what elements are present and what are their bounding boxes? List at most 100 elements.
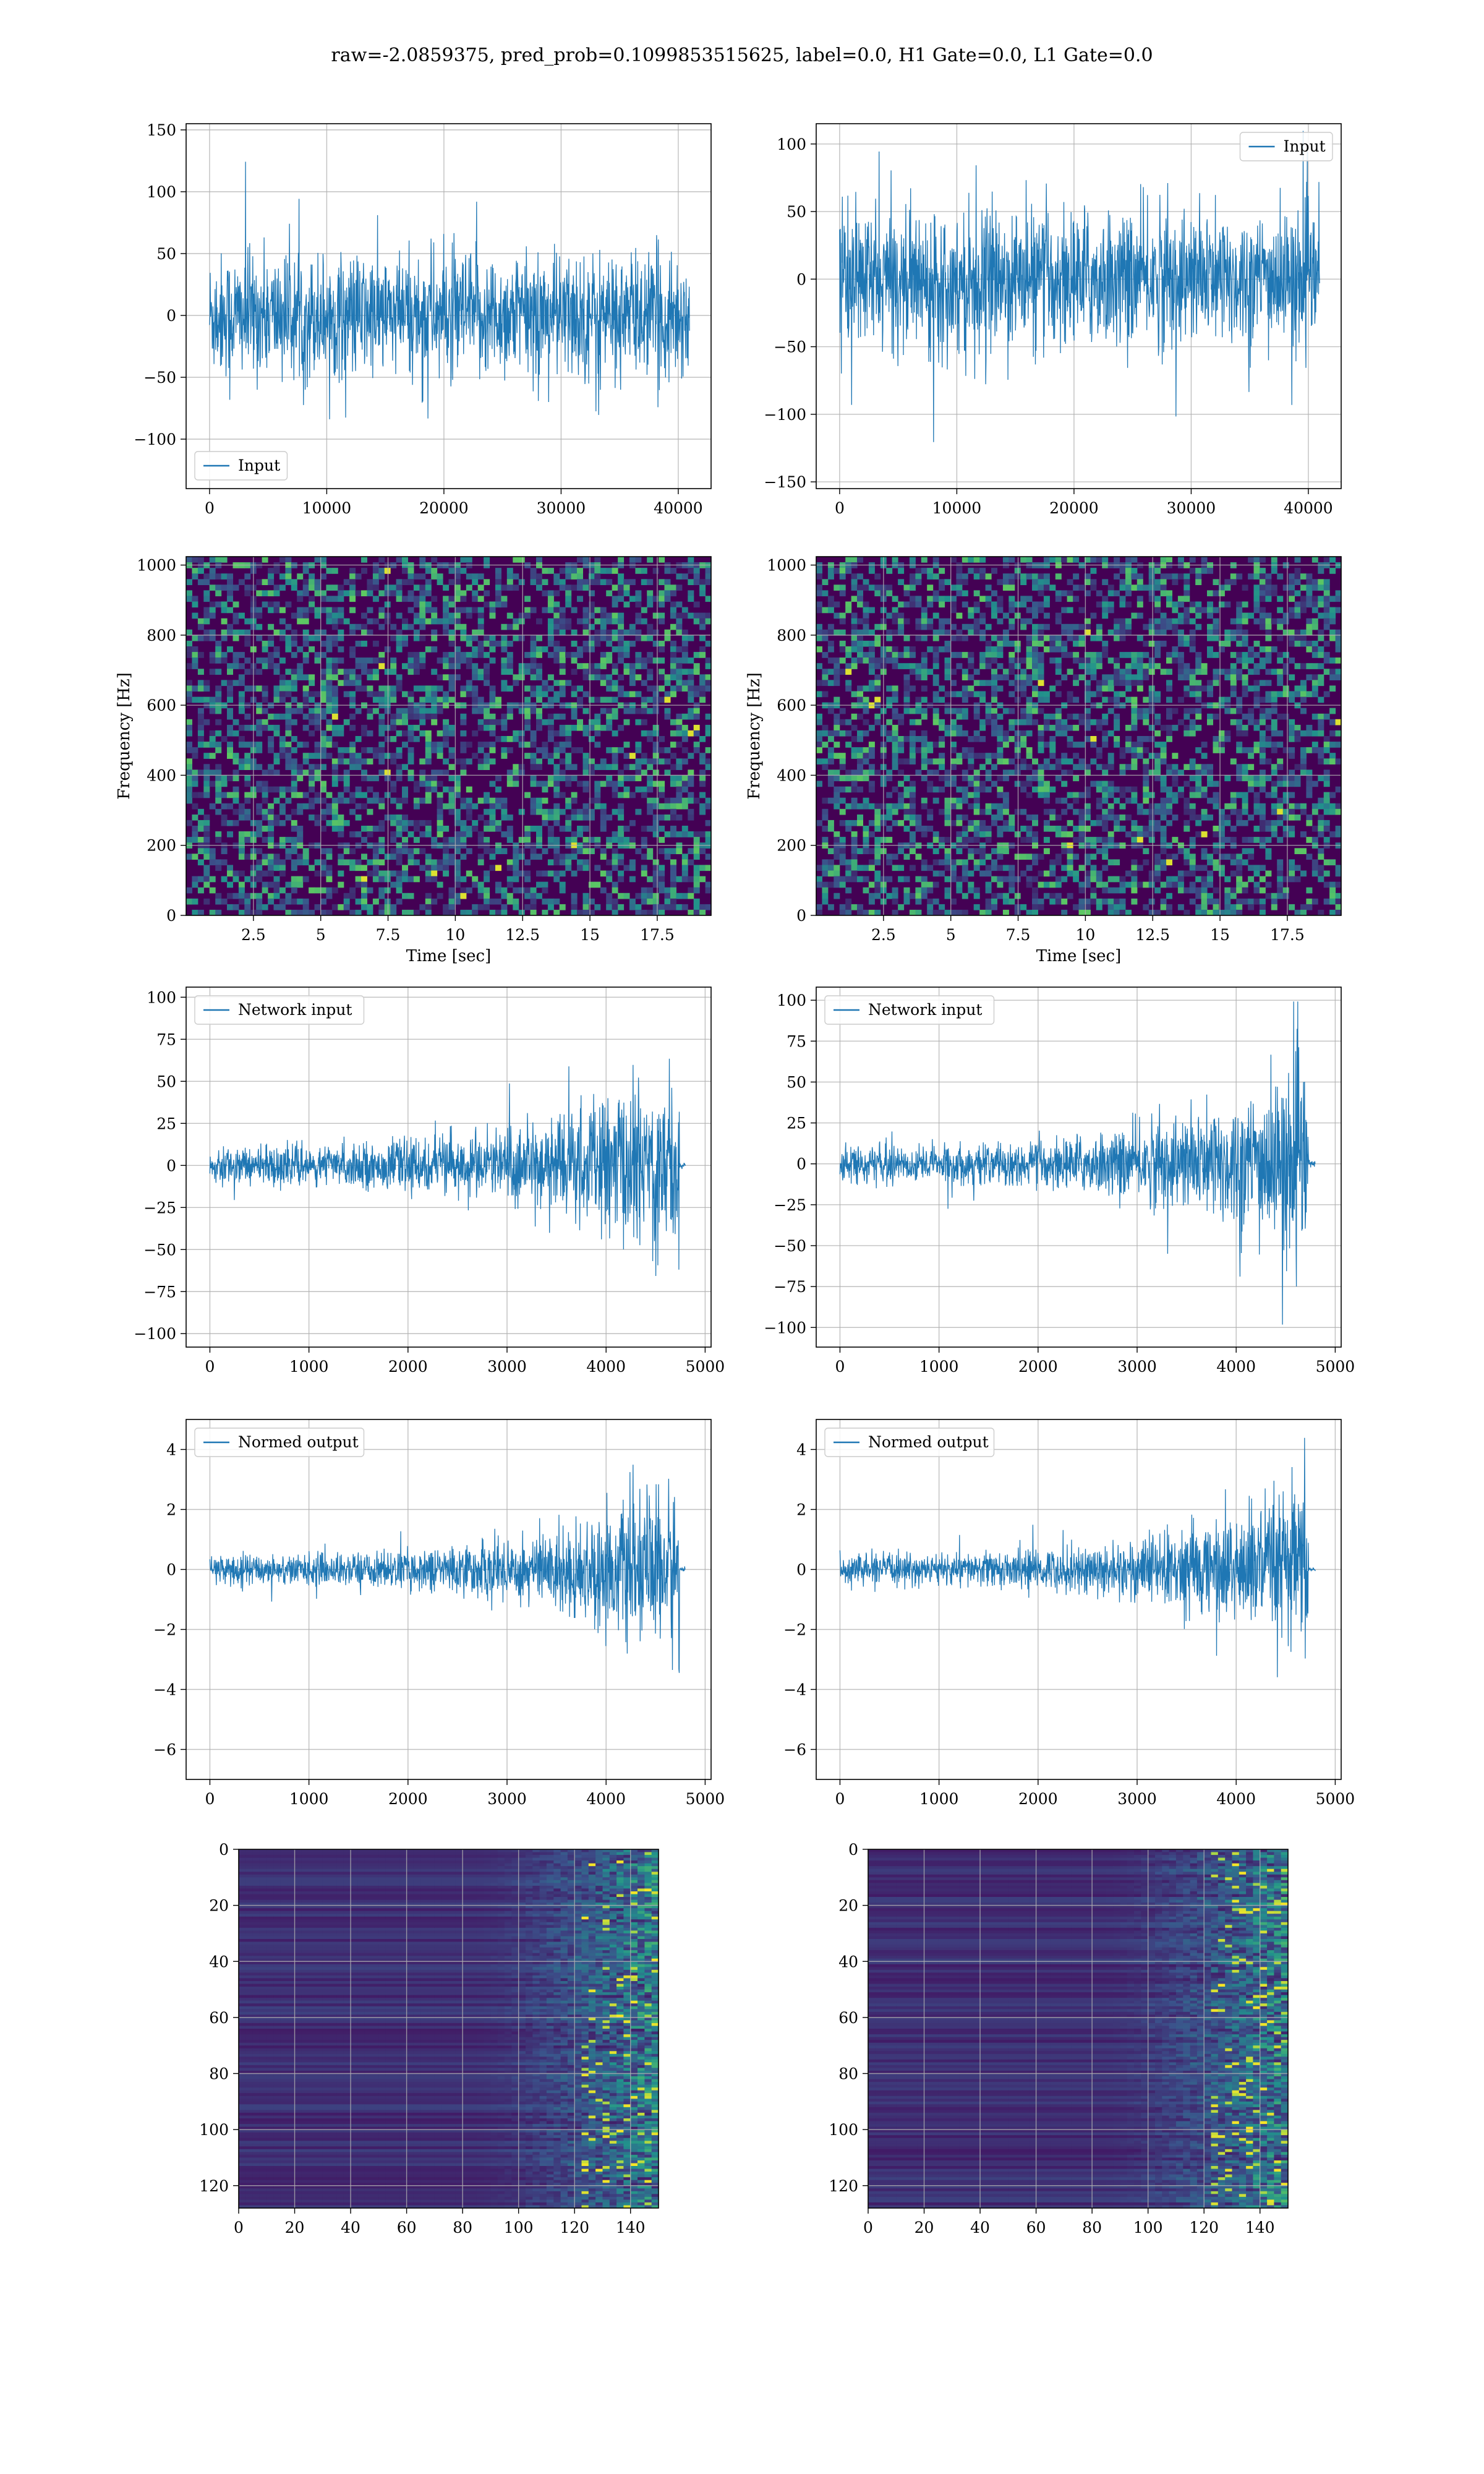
x-tick-label-5: 5000 <box>1316 1358 1355 1376</box>
chart-p10: 0 20 40 60 80 100 120 140 0 20 40 60 80 100 120 <box>829 1841 1289 2236</box>
legend-box <box>194 995 365 1025</box>
x-tick-label-1: 20 <box>285 2219 305 2236</box>
y-tick-label-4: 0 <box>166 1157 176 1175</box>
y-tick-label-0: −150 <box>764 473 806 491</box>
x-tick-label-5: 100 <box>504 2219 534 2236</box>
y-tick-label-5: 1000 <box>137 557 176 575</box>
x-tick-label-4: 4000 <box>1216 1358 1256 1376</box>
axes-frame <box>868 1849 1289 2209</box>
axes-frame <box>186 123 712 489</box>
x-tick-label-1: 20 <box>915 2219 934 2236</box>
legend: Network input <box>824 995 995 1025</box>
x-axis-label: Time [sec] <box>406 947 492 965</box>
y-tick-label-4: 0 <box>796 1155 806 1173</box>
y-tick-label-4: 800 <box>147 627 176 644</box>
y-tick-label-3: 0 <box>796 1561 806 1579</box>
x-tick-label-4: 12.5 <box>1135 926 1170 944</box>
y-tick-label-0: 0 <box>219 1841 229 1859</box>
y-tick-label-2: −2 <box>783 1621 806 1639</box>
x-tick-label-2: 2000 <box>388 1790 428 1808</box>
y-tick-label-2: 0 <box>166 307 176 325</box>
chart-p6: 0 1000 2000 3000 4000 5000 −100 −75 −50 −25 0 25 50 7… <box>764 987 1355 1376</box>
y-tick-label-1: 20 <box>838 1897 858 1915</box>
y-tick-label-4: 2 <box>796 1501 806 1519</box>
x-tick-label-7: 140 <box>1245 2219 1275 2236</box>
axes-frame <box>186 556 712 916</box>
axes-frame <box>816 556 1342 916</box>
y-tick-label-3: 0 <box>796 270 806 288</box>
axes-frame <box>238 1849 659 2209</box>
y-tick-label-2: −50 <box>143 1241 176 1259</box>
y-tick-label-4: 80 <box>838 2065 858 2083</box>
x-tick-label-2: 7.5 <box>376 926 401 944</box>
x-tick-label-5: 5000 <box>1316 1790 1355 1808</box>
x-tick-label-4: 4000 <box>1216 1790 1256 1808</box>
x-tick-label-0: 0 <box>835 499 845 517</box>
y-tick-label-3: 60 <box>209 2009 229 2027</box>
y-tick-label-1: −4 <box>153 1681 176 1699</box>
legend-box <box>824 1427 995 1457</box>
x-tick-label-2: 2000 <box>1018 1358 1058 1376</box>
axes-frame <box>816 1419 1342 1780</box>
y-tick-label-0: 0 <box>166 907 176 925</box>
y-tick-label-0: −6 <box>783 1741 806 1759</box>
chart-p9: 0 20 40 60 80 100 120 140 0 20 40 60 80 100 120 <box>199 1841 659 2236</box>
x-tick-label-0: 0 <box>863 2219 873 2236</box>
y-tick-label-0: 0 <box>796 907 806 925</box>
x-tick-label-2: 40 <box>341 2219 360 2236</box>
series-line <box>839 1437 1316 1677</box>
chart-p5: 0 1000 2000 3000 4000 5000 −100 −75 −50 −25 0 25 50 7… <box>134 987 725 1376</box>
series-line <box>839 1001 1316 1325</box>
x-tick-label-4: 40000 <box>654 499 703 517</box>
legend-label: Input <box>238 456 280 474</box>
heatmap-image <box>816 557 1341 915</box>
y-tick-label-6: 50 <box>156 1072 176 1090</box>
legend-box <box>194 451 288 481</box>
y-tick-label-7: 75 <box>156 1030 176 1048</box>
y-tick-label-3: −25 <box>143 1199 176 1217</box>
y-tick-label-5: 25 <box>156 1115 176 1132</box>
y-tick-label-1: −75 <box>143 1283 176 1301</box>
y-tick-label-5: 150 <box>147 121 176 139</box>
x-tick-label-5: 5000 <box>686 1358 725 1376</box>
chart-p3: 2.5 5 7.5 10 12.5 15 17.5 0 200 400 600 800 1000 Time… <box>115 556 712 965</box>
x-tick-label-2: 7.5 <box>1006 926 1031 944</box>
y-tick-label-2: 40 <box>838 1953 858 1971</box>
x-tick-label-0: 2.5 <box>241 926 266 944</box>
y-tick-label-3: 50 <box>156 245 176 263</box>
series-line <box>209 1465 686 1673</box>
axes-frame <box>816 123 1342 489</box>
x-tick-label-1: 10000 <box>302 499 352 517</box>
x-tick-label-1: 10000 <box>932 499 982 517</box>
y-tick-label-5: 100 <box>199 2121 229 2139</box>
legend-label: Network input <box>868 1001 982 1019</box>
x-tick-label-5: 15 <box>1210 926 1230 944</box>
y-tick-label-4: 100 <box>147 183 176 201</box>
x-tick-label-3: 10 <box>445 926 465 944</box>
y-tick-label-3: 600 <box>147 696 176 714</box>
y-tick-label-5: 100 <box>829 2121 858 2139</box>
y-tick-label-6: 120 <box>829 2177 858 2195</box>
legend: Normed output <box>824 1427 995 1457</box>
x-tick-label-0: 0 <box>835 1358 845 1376</box>
x-tick-label-4: 80 <box>453 2219 472 2236</box>
x-tick-label-3: 3000 <box>1117 1790 1157 1808</box>
y-axis-label: Frequency [Hz] <box>745 672 764 800</box>
legend: Normed output <box>194 1427 365 1457</box>
x-tick-label-0: 0 <box>835 1790 845 1808</box>
x-tick-label-5: 5000 <box>686 1790 725 1808</box>
chart-p7: 0 1000 2000 3000 4000 5000 −6 −4 −2 0 2 4 Normed out… <box>153 1419 725 1808</box>
x-tick-label-2: 2000 <box>1018 1790 1058 1808</box>
y-tick-label-1: −50 <box>143 369 176 387</box>
y-tick-label-5: 4 <box>166 1441 176 1459</box>
y-tick-label-5: 4 <box>796 1441 806 1459</box>
x-tick-label-0: 2.5 <box>871 926 896 944</box>
x-tick-label-4: 12.5 <box>505 926 540 944</box>
y-tick-label-2: −50 <box>774 1237 806 1255</box>
x-tick-label-6: 120 <box>1189 2219 1219 2236</box>
figure-title: raw=-2.0859375, pred_prob=0.109985351562… <box>0 45 1484 66</box>
x-tick-label-2: 20000 <box>419 499 469 517</box>
x-tick-label-1: 1000 <box>289 1358 329 1376</box>
legend: Network input <box>194 995 365 1025</box>
x-tick-label-0: 0 <box>205 1358 215 1376</box>
